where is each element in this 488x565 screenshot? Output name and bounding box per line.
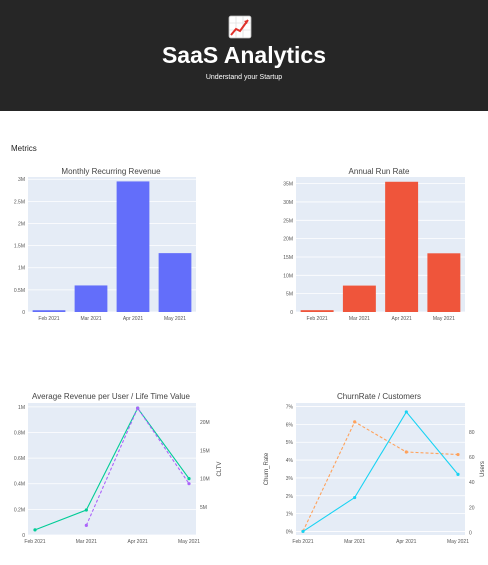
series-point bbox=[456, 472, 460, 476]
y-tick-label: 35M bbox=[283, 182, 293, 188]
y-tick-label: 5M bbox=[286, 292, 293, 298]
plot-area bbox=[296, 403, 465, 535]
x-tick-label: Apr 2021 bbox=[396, 539, 417, 545]
y-tick-label: 0.8M bbox=[14, 430, 25, 436]
y-tick-label: 1.5M bbox=[14, 244, 25, 250]
bar bbox=[427, 253, 461, 312]
series-line bbox=[302, 410, 459, 532]
y2-tick-label: 5M bbox=[200, 505, 207, 511]
app-title: SaaS Analytics bbox=[161, 42, 327, 68]
series-point bbox=[33, 528, 37, 532]
y-tick-label: 3M bbox=[18, 177, 25, 183]
bar bbox=[342, 285, 376, 312]
x-tick-label: Feb 2021 bbox=[24, 539, 45, 545]
series-point bbox=[456, 452, 460, 457]
y-tick-label: 2M bbox=[18, 221, 25, 227]
y-tick-label: 2.5M bbox=[14, 199, 25, 205]
y-tick-label: 15M bbox=[283, 255, 293, 261]
series-point bbox=[353, 420, 357, 424]
y-tick-label: 7% bbox=[286, 405, 294, 411]
series-line bbox=[302, 421, 459, 532]
y2-axis-label: Users bbox=[480, 461, 486, 477]
series-line bbox=[85, 406, 190, 526]
bar bbox=[116, 181, 150, 312]
y-tick-label: 25M bbox=[283, 218, 293, 224]
x-tick-label: May 2021 bbox=[447, 539, 469, 545]
y-tick-label: 10M bbox=[283, 273, 293, 279]
x-tick-label: Feb 2021 bbox=[38, 316, 59, 322]
y-tick-label: 0.5M bbox=[14, 288, 25, 294]
churn-customers-chart: ChurnRate / Customers 0% 1% 2% 3% 4% 5% 6% 7% 0 20… bbox=[264, 392, 486, 545]
x-tick-label: Apr 2021 bbox=[123, 316, 144, 322]
y-tick-label: 4% bbox=[286, 458, 294, 464]
chart-increasing-icon bbox=[228, 15, 252, 39]
y-tick-label: 1M bbox=[18, 405, 25, 411]
bar bbox=[74, 285, 108, 312]
bar bbox=[385, 181, 419, 312]
chart-title: Monthly Recurring Revenue bbox=[61, 167, 161, 176]
y2-tick-label: 20M bbox=[200, 420, 210, 426]
y-tick-label: 0 bbox=[22, 533, 25, 539]
x-tick-label: Mar 2021 bbox=[349, 316, 370, 322]
x-tick-label: Mar 2021 bbox=[344, 539, 365, 545]
arr-chart: Annual Run Rate 0 5M 10M 15M 20M 25M 30M 35M Feb … bbox=[283, 167, 465, 322]
y-tick-label: 3% bbox=[286, 476, 294, 482]
x-tick-label: Mar 2021 bbox=[80, 316, 101, 322]
series-point bbox=[136, 406, 140, 410]
bar bbox=[300, 310, 334, 312]
arpu-ltv-chart: Average Revenue per User / Life Time Val… bbox=[14, 392, 223, 545]
x-tick-label: May 2021 bbox=[433, 316, 455, 322]
series-point bbox=[187, 477, 191, 481]
x-tick-label: Apr 2021 bbox=[391, 316, 412, 322]
y-tick-label: 0 bbox=[22, 310, 25, 316]
app-header: SaaS Analytics Understand your Startup bbox=[0, 0, 488, 111]
series-point bbox=[301, 529, 305, 534]
x-tick-label: May 2021 bbox=[178, 539, 200, 545]
series-point bbox=[187, 482, 191, 486]
y-tick-label: 0.6M bbox=[14, 456, 25, 462]
y2-tick-label: 20 bbox=[469, 505, 475, 511]
y2-tick-label: 15M bbox=[200, 448, 210, 454]
y2-tick-label: 0 bbox=[469, 530, 472, 536]
x-tick-label: Apr 2021 bbox=[128, 539, 149, 545]
y2-tick-label: 80 bbox=[469, 430, 475, 436]
bar bbox=[158, 253, 192, 312]
app-subtitle: Understand your Startup bbox=[205, 74, 283, 81]
y2-axis-label: CLTV bbox=[217, 462, 223, 477]
x-tick-label: Mar 2021 bbox=[76, 539, 97, 545]
bar bbox=[32, 310, 66, 312]
y-tick-label: 5% bbox=[286, 440, 294, 446]
y2-tick-label: 60 bbox=[469, 455, 475, 461]
x-tick-label: May 2021 bbox=[164, 316, 186, 322]
y-tick-label: 0 bbox=[290, 310, 293, 316]
y-tick-label: 0.4M bbox=[14, 482, 25, 488]
y-tick-label: 0.2M bbox=[14, 507, 25, 513]
metrics-section-label: Metrics bbox=[11, 144, 37, 153]
chart-title: Annual Run Rate bbox=[349, 167, 410, 176]
y-tick-label: 6% bbox=[286, 422, 294, 428]
y-tick-label: 20M bbox=[283, 237, 293, 243]
chart-title: Average Revenue per User / Life Time Val… bbox=[32, 392, 191, 401]
series-line bbox=[34, 407, 190, 531]
x-tick-label: Feb 2021 bbox=[292, 539, 313, 545]
y2-tick-label: 40 bbox=[469, 480, 475, 486]
y-axis-label: Churn_Rate bbox=[264, 452, 270, 485]
mrr-chart: Monthly Recurring Revenue 0 0.5M 1M 1.5M 2M 2.… bbox=[14, 167, 196, 322]
series-point bbox=[404, 410, 408, 414]
plot-area bbox=[28, 403, 196, 535]
series-point bbox=[353, 495, 357, 500]
series-point bbox=[84, 523, 88, 528]
series-point bbox=[84, 508, 88, 512]
y2-tick-label: 10M bbox=[200, 477, 210, 483]
y-tick-label: 1M bbox=[18, 266, 25, 272]
series-point bbox=[404, 450, 408, 454]
chart-title: ChurnRate / Customers bbox=[337, 392, 421, 401]
x-tick-label: Feb 2021 bbox=[307, 316, 328, 322]
y-tick-label: 0% bbox=[286, 529, 294, 535]
y-tick-label: 30M bbox=[283, 200, 293, 206]
y-tick-label: 1% bbox=[286, 512, 294, 518]
y-tick-label: 2% bbox=[286, 494, 294, 500]
